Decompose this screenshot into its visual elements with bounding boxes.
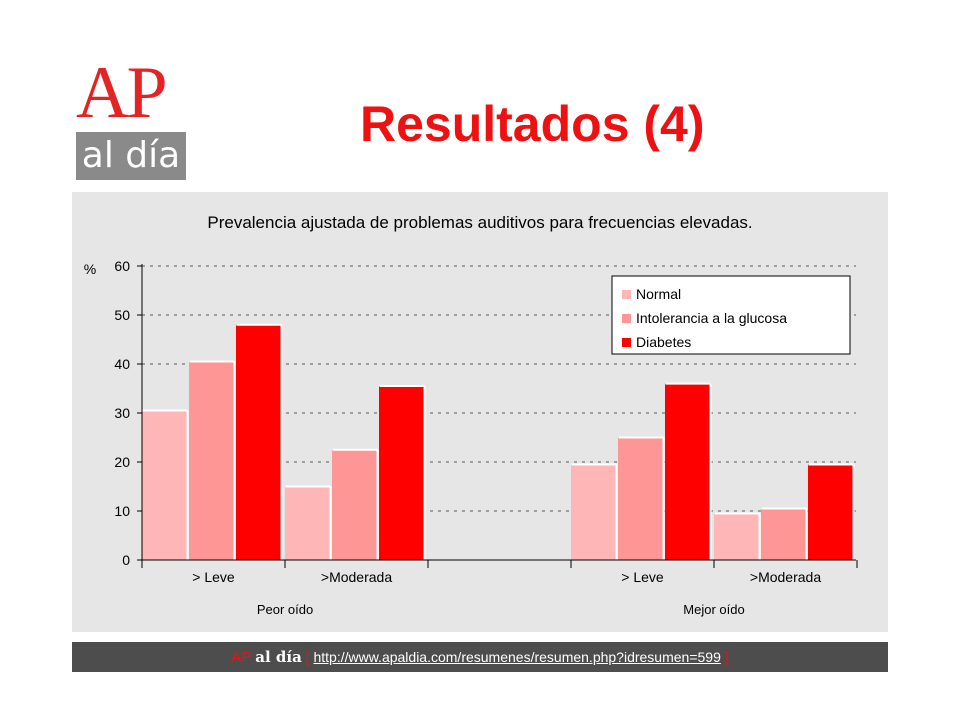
x-tick-label: >Moderada <box>750 569 821 585</box>
y-tick-label: 30 <box>114 405 130 421</box>
bar-intolerancia-a-la-glucosa <box>761 508 807 560</box>
y-tick-label: 40 <box>114 356 130 372</box>
bar-normal <box>714 513 760 560</box>
bar-chart: Prevalencia ajustada de problemas auditi… <box>84 213 858 617</box>
y-tick-label: 60 <box>114 258 130 274</box>
legend-label: Diabetes <box>636 334 691 350</box>
x-tick-label: > Leve <box>621 569 664 585</box>
y-tick-label: 0 <box>122 552 130 568</box>
bar-diabetes <box>665 383 711 560</box>
x-tick-label: > Leve <box>192 569 235 585</box>
bar-normal <box>285 486 331 560</box>
group-label: Peor oído <box>257 602 313 617</box>
bar-normal <box>142 410 188 560</box>
y-tick-label: 50 <box>114 307 130 323</box>
legend-label: Normal <box>636 286 681 302</box>
logo-aldia-box: al día <box>76 132 186 180</box>
bar-normal <box>571 464 617 560</box>
footer-brand-aldia: al día <box>255 648 302 666</box>
page-title: Resultados (4) <box>360 96 705 152</box>
apaldia-logo: AP al día <box>72 56 188 182</box>
legend-label: Intolerancia a la glucosa <box>636 310 787 326</box>
footer-bar: AP al día [ http://www.apaldia.com/resum… <box>72 642 888 672</box>
bar-intolerancia-a-la-glucosa <box>332 449 378 560</box>
y-tick-label: 20 <box>114 454 130 470</box>
x-tick-label: >Moderada <box>321 569 392 585</box>
bar-diabetes <box>379 386 425 560</box>
chart-title: Prevalencia ajustada de problemas auditi… <box>207 213 752 232</box>
group-label: Mejor oído <box>683 602 744 617</box>
footer-brand-ap: AP <box>231 649 252 666</box>
logo-ap-text: AP <box>76 52 168 134</box>
legend-box <box>611 275 851 355</box>
legend-swatch <box>622 314 631 323</box>
bar-diabetes <box>236 324 282 560</box>
bar-diabetes <box>808 464 854 560</box>
y-axis-label: % <box>84 261 96 277</box>
logo-aldia-text: al día <box>81 135 181 176</box>
legend-swatch <box>622 290 631 299</box>
bar-intolerancia-a-la-glucosa <box>189 361 235 560</box>
footer-close-bracket: ] <box>724 649 729 665</box>
chart-panel: Prevalencia ajustada de problemas auditi… <box>72 192 888 632</box>
y-tick-label: 10 <box>114 503 130 519</box>
footer-link[interactable]: http://www.apaldia.com/resumenes/resumen… <box>313 649 721 665</box>
bar-intolerancia-a-la-glucosa <box>618 437 664 560</box>
footer-open-bracket: [ <box>305 649 310 665</box>
legend-swatch <box>622 338 631 347</box>
